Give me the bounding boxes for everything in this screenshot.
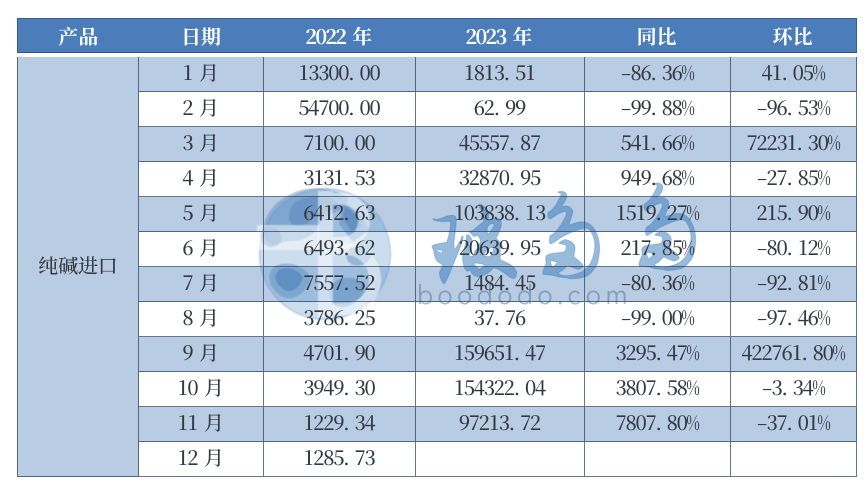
value-2023-cell: 37.76 [416,302,585,337]
month-cell: 9月 [139,337,264,372]
mom-cell [731,442,857,477]
value-2022-cell: 1229.34 [264,407,416,442]
yoy-cell: 3807.58% [585,372,731,407]
yoy-cell: 3295.47% [585,337,731,372]
yoy-cell: -99.88% [585,92,731,127]
yoy-cell: -99.00% [585,302,731,337]
mom-cell: -80.12% [731,232,857,267]
mom-cell: 422761.80% [731,337,857,372]
mom-cell: -3.34% [731,372,857,407]
yoy-cell [585,442,731,477]
value-2022-cell: 7100.00 [264,127,416,162]
value-2023-cell [416,442,585,477]
column-header-product: 产品 [58,21,99,50]
month-cell: 11月 [139,407,264,442]
yoy-cell: 7807.80% [585,407,731,442]
mom-cell: -92.81% [731,267,857,302]
yoy-cell: -86.36% [585,57,731,92]
table-body: 纯碱进口 1月 13300.00 1813.51 -86.36% 41.05% … [17,57,857,477]
value-2023-cell: 97213.72 [416,407,585,442]
mom-cell: 215.90% [731,197,857,232]
value-2023-cell: 20639.95 [416,232,585,267]
value-2022-cell: 7557.52 [264,267,416,302]
mom-cell: -37.01% [731,407,857,442]
value-2022-cell: 3131.53 [264,162,416,197]
month-cell: 8月 [139,302,264,337]
value-2023-cell: 103838.13 [416,197,585,232]
row-band-fill [17,197,857,232]
yoy-cell: 949.68% [585,162,731,197]
month-cell: 12月 [139,442,264,477]
yoy-cell: 1519.27% [585,197,731,232]
mom-cell: 41.05% [731,57,857,92]
value-2022-cell: 3949.30 [264,372,416,407]
value-2022-cell: 6493.62 [264,232,416,267]
value-2023-cell: 154322.04 [416,372,585,407]
value-2023-cell: 1484.45 [416,267,585,302]
yoy-cell: -80.36% [585,267,731,302]
product-cell: 纯碱进口 [17,57,139,477]
mom-cell: 72231.30% [731,127,857,162]
month-cell: 10月 [139,372,264,407]
value-2023-cell: 1813.51 [416,57,585,92]
value-2023-cell: 32870.95 [416,162,585,197]
product-column-fill [17,57,139,477]
value-2022-cell: 1285.73 [264,442,416,477]
value-2022-cell: 6412.63 [264,197,416,232]
value-2022-cell: 13300.00 [264,57,416,92]
column-header-mom: 环比 [772,21,813,50]
month-cell: 2月 [139,92,264,127]
value-2023-cell: 62.99 [416,92,585,127]
row-band-fill [17,407,857,442]
column-header-date: 日期 [181,21,222,50]
value-2022-cell: 4701.90 [264,337,416,372]
value-2023-cell: 159651.47 [416,337,585,372]
mom-cell: -97.46% [731,302,857,337]
mom-cell: -27.85% [731,162,857,197]
column-header-y2023: 2023年 [466,21,533,50]
month-cell: 4月 [139,162,264,197]
yoy-cell: 217.85% [585,232,731,267]
table-header-row: 产品 日期 2022年 2023年 同比 环比 [17,18,857,53]
month-cell: 6月 [139,232,264,267]
month-cell: 1月 [139,57,264,92]
value-2022-cell: 54700.00 [264,92,416,127]
month-cell: 3月 [139,127,264,162]
row-band-fill [17,57,857,92]
month-cell: 5月 [139,197,264,232]
row-band-fill [17,337,857,372]
column-header-y2022: 2022年 [306,21,373,50]
value-2022-cell: 3786.25 [264,302,416,337]
yoy-cell: 541.66% [585,127,731,162]
column-header-yoy: 同比 [636,21,677,50]
row-band-fill [17,267,857,302]
mom-cell: -96.53% [731,92,857,127]
value-2023-cell: 45557.87 [416,127,585,162]
row-band-fill [17,127,857,162]
month-cell: 7月 [139,267,264,302]
